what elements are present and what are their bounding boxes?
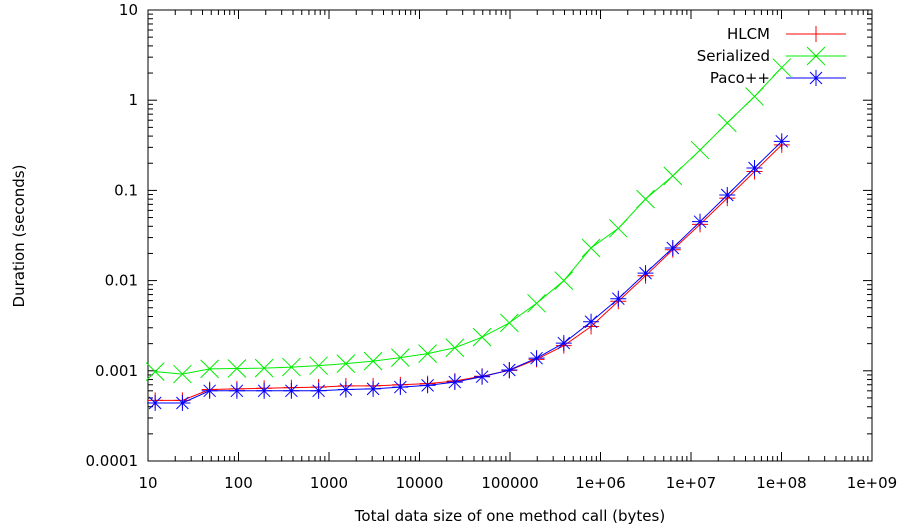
data-point [583,313,600,330]
data-point [227,359,247,378]
data-point [772,58,792,77]
legend-marker [808,70,824,86]
series-line [155,144,783,401]
data-point [446,374,463,391]
y-tick-label: 0.1 [114,181,138,199]
x-tick-label: 100 [224,474,253,492]
x-tick-label: 100000 [481,474,538,492]
data-point [310,382,327,399]
data-point [418,344,437,363]
data-point [610,290,627,307]
data-point [474,368,491,385]
data-point [365,380,382,397]
data-point [282,357,301,377]
data-point [690,140,710,160]
axis-ticks: 10 100 1000 10000 100000 1e+06 1e+07 1e+08 1e+09… [86,1,898,492]
data-point [528,350,545,367]
data-point [147,394,164,411]
legend-marker [806,46,826,66]
data-point [773,133,790,150]
data-point [200,359,220,379]
data-point [527,293,546,313]
series-paco- [147,133,790,411]
data-point [336,354,356,374]
x-tick-label: 1000 [310,474,348,492]
data-point [472,327,492,347]
x-tick-label: 10000 [396,474,444,492]
legend-label: Serialized [697,47,770,65]
series-line [155,67,783,375]
data-point [746,160,763,177]
series-layer [145,58,792,411]
data-point [445,338,465,358]
data-point [692,213,709,230]
data-point [664,239,681,256]
legend-item: Paco++ [710,69,846,87]
x-tick-label: 1e+06 [575,474,625,492]
data-point [392,379,409,396]
data-point [663,166,683,186]
data-point [719,186,736,203]
x-tick-label: 1e+07 [666,474,716,492]
x-tick-label: 1e+09 [847,474,897,492]
x-axis-label: Total data size of one method call (byte… [354,507,665,525]
series-line [155,140,783,404]
data-point [283,382,300,399]
data-point [499,313,519,333]
data-point [554,271,574,290]
data-point [501,362,518,379]
series-serialized [145,58,792,384]
data-point [636,189,655,209]
data-point [637,265,654,282]
y-axis-label: Duration (seconds) [10,165,28,308]
legend-label: HLCM [727,25,770,43]
data-point [174,394,191,411]
x-tick-label: 10 [138,474,157,492]
data-point [555,335,572,352]
data-point [201,382,218,399]
data-point [745,87,764,106]
y-tick-label: 1 [128,91,138,109]
data-point [173,364,192,384]
y-tick-label: 10 [119,1,138,19]
legend-label: Paco++ [710,69,770,87]
data-point [608,218,628,238]
data-point [391,348,410,367]
y-tick-label: 0.01 [105,272,138,290]
x-tick-label: 1e+08 [756,474,806,492]
data-point [363,351,383,371]
y-tick-label: 0.0001 [86,452,139,470]
data-point [145,362,165,381]
legend-item: HLCM [727,25,846,43]
data-point [717,113,737,133]
data-point [419,377,436,394]
data-point [581,238,601,258]
data-point [256,382,273,399]
data-point [337,381,354,398]
data-point [254,358,274,378]
series-hlcm [147,136,790,409]
data-point [228,382,245,399]
legend-item: Serialized [697,46,846,66]
legend: HLCM Serialized Paco++ [697,25,846,87]
data-point [309,356,328,376]
legend-marker [808,26,824,42]
y-tick-label: 0.001 [95,362,138,380]
